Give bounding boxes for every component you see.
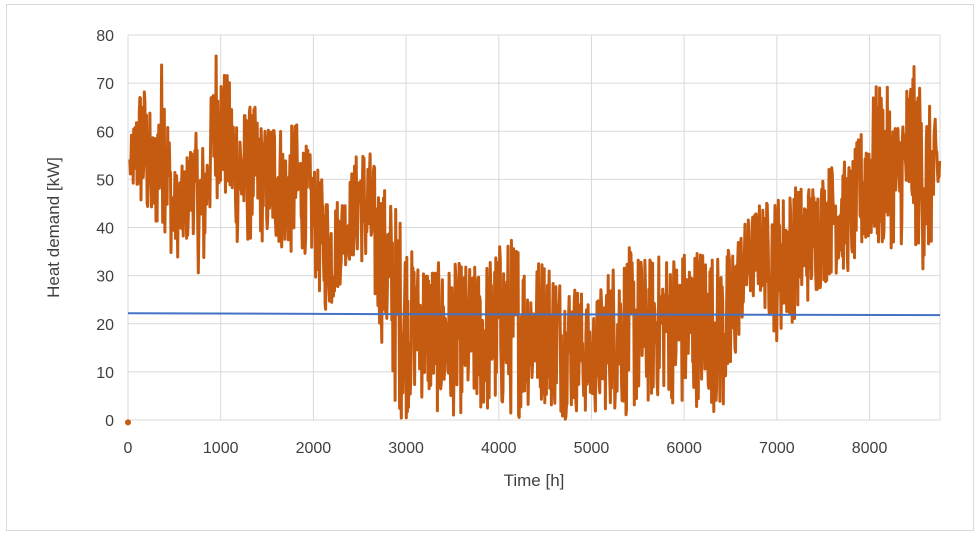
x-tick-label: 8000 xyxy=(852,440,888,457)
y-tick-label: 20 xyxy=(96,317,114,334)
x-tick-label: 2000 xyxy=(296,440,332,457)
line-chart: 0 10 20 30 40 50 60 70 80 0 1000 2000 3000 4000 5000 60… xyxy=(7,5,975,532)
x-axis-title: Time [h] xyxy=(504,471,565,490)
x-tick-label: 5000 xyxy=(574,440,610,457)
y-tick-label: 40 xyxy=(96,221,114,238)
x-tick-label: 3000 xyxy=(388,440,424,457)
y-axis-title: Heat demand [kW] xyxy=(44,157,63,298)
y-tick-label: 0 xyxy=(105,413,114,430)
x-tick-label: 4000 xyxy=(481,440,517,457)
series-line-reference xyxy=(128,313,940,315)
data-point xyxy=(125,419,131,425)
x-tick-label: 7000 xyxy=(759,440,795,457)
series-group xyxy=(125,56,940,425)
x-tick-label: 1000 xyxy=(203,440,239,457)
series-line-heat-demand xyxy=(130,56,940,419)
chart-area: 0 10 20 30 40 50 60 70 80 0 1000 2000 3000 4000 5000 60… xyxy=(6,4,974,531)
y-tick-label: 60 xyxy=(96,124,114,141)
y-tick-label: 30 xyxy=(96,269,114,286)
y-tick-label: 70 xyxy=(96,76,114,93)
x-tick-label: 0 xyxy=(124,440,133,457)
y-tick-label: 10 xyxy=(96,365,114,382)
y-tick-label: 50 xyxy=(96,172,114,189)
x-tick-label: 6000 xyxy=(666,440,702,457)
y-tick-label: 80 xyxy=(96,28,114,45)
